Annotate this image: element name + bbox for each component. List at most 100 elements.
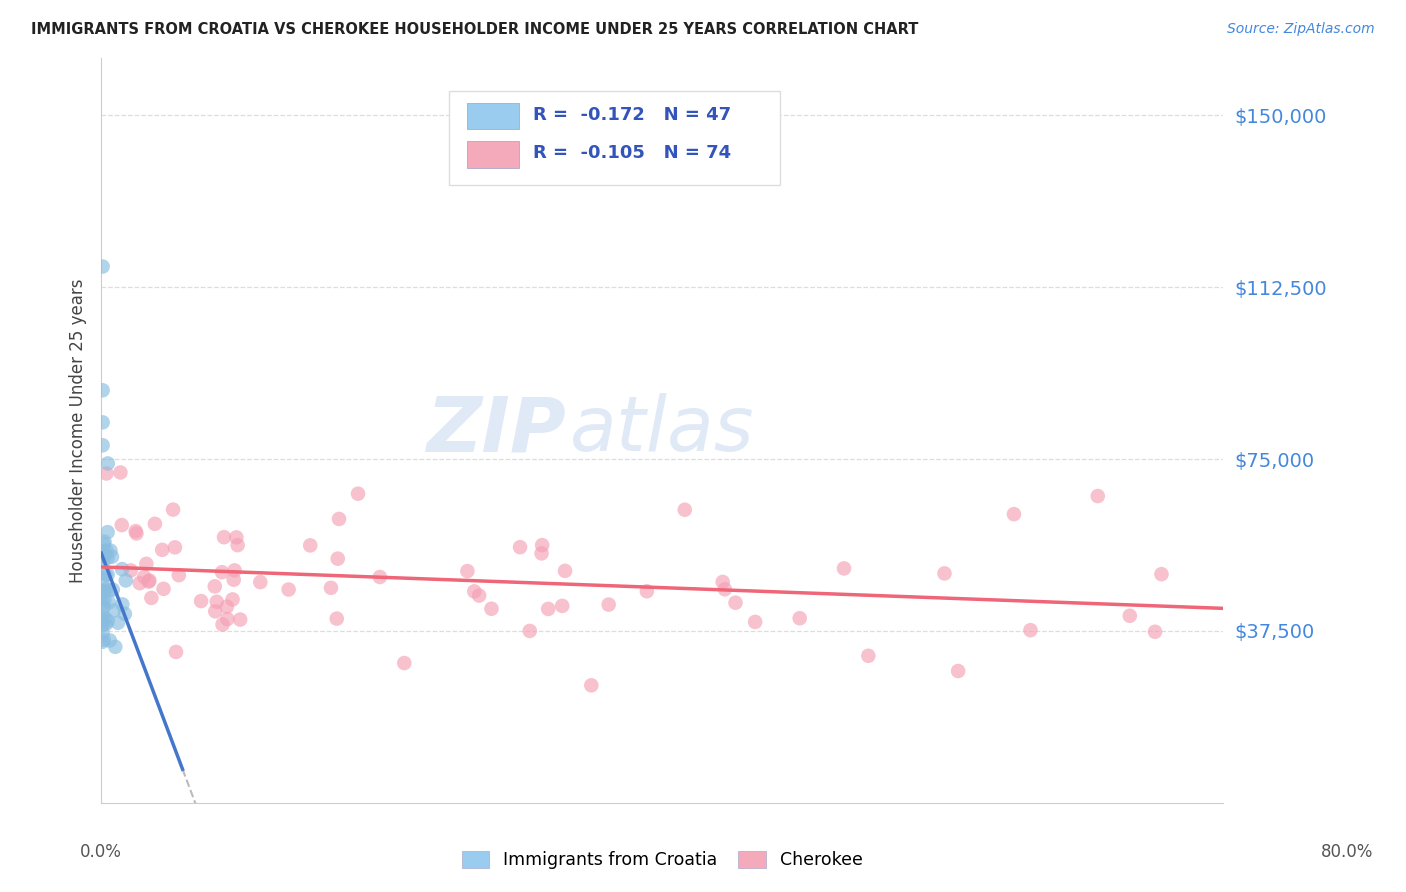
FancyBboxPatch shape	[449, 92, 780, 185]
Text: 0.0%: 0.0%	[80, 843, 122, 861]
Point	[91, 555, 114, 569]
Point	[551, 599, 574, 613]
Point	[226, 538, 249, 552]
Point	[456, 564, 478, 578]
Point	[598, 598, 620, 612]
Point	[98, 633, 121, 648]
Point	[277, 582, 299, 597]
Point	[94, 611, 117, 625]
Text: R =  -0.105   N = 74: R = -0.105 N = 74	[533, 145, 731, 162]
Point	[91, 634, 114, 648]
Point	[96, 550, 118, 565]
Point	[714, 582, 737, 597]
Point	[91, 416, 114, 430]
Point	[94, 548, 117, 562]
Point	[101, 549, 124, 564]
Point	[326, 612, 349, 626]
Point	[111, 518, 134, 533]
Point	[222, 573, 245, 587]
Point	[138, 574, 160, 588]
Text: Source: ZipAtlas.com: Source: ZipAtlas.com	[1227, 22, 1375, 37]
Point	[91, 260, 114, 274]
Point	[97, 525, 120, 540]
Point	[328, 512, 350, 526]
Point	[673, 502, 696, 516]
Point	[1119, 608, 1142, 623]
Point	[111, 562, 134, 576]
Point	[124, 524, 146, 538]
Point	[94, 567, 117, 582]
Point	[141, 591, 163, 605]
Point	[111, 598, 134, 612]
Point	[104, 640, 127, 654]
Point	[217, 612, 239, 626]
Point	[98, 583, 121, 598]
Point	[229, 613, 252, 627]
Text: 80.0%: 80.0%	[1320, 843, 1374, 861]
Point	[163, 541, 186, 555]
Point	[326, 551, 349, 566]
Point	[91, 597, 114, 611]
Text: atlas: atlas	[571, 393, 755, 467]
Point	[110, 466, 132, 480]
Y-axis label: Householder Income Under 25 years: Householder Income Under 25 years	[69, 278, 87, 582]
Point	[93, 600, 115, 615]
Point	[100, 543, 122, 558]
Text: ZIP: ZIP	[427, 393, 567, 467]
Point	[91, 609, 114, 624]
Point	[554, 564, 576, 578]
Point	[789, 611, 811, 625]
Point	[91, 572, 114, 586]
Point	[91, 549, 114, 564]
Point	[530, 546, 553, 560]
Point	[114, 607, 136, 621]
Point	[211, 565, 233, 579]
Point	[1144, 624, 1167, 639]
Point	[91, 626, 114, 640]
Point	[114, 574, 136, 588]
Point	[120, 563, 142, 577]
Point	[212, 530, 235, 544]
Point	[91, 549, 114, 563]
Point	[91, 614, 114, 628]
Point	[1150, 567, 1173, 582]
Point	[224, 563, 246, 577]
Point	[249, 575, 271, 590]
Point	[128, 576, 150, 591]
Point	[1087, 489, 1109, 503]
Point	[167, 568, 190, 582]
Point	[143, 516, 166, 531]
Point	[190, 594, 212, 608]
Point	[368, 570, 391, 584]
Point	[394, 656, 416, 670]
Point	[711, 574, 734, 589]
Point	[134, 570, 156, 584]
Point	[91, 438, 114, 452]
Point	[96, 582, 118, 596]
Point	[97, 457, 120, 471]
Point	[93, 584, 115, 599]
Point	[1019, 624, 1042, 638]
Point	[125, 526, 148, 541]
Point	[97, 595, 120, 609]
Point	[636, 584, 658, 599]
Point	[96, 543, 118, 558]
Point	[319, 581, 342, 595]
Point	[481, 601, 503, 615]
Point	[150, 542, 173, 557]
Point	[211, 617, 233, 632]
Point	[537, 602, 560, 616]
Point	[138, 574, 160, 589]
Point	[165, 645, 187, 659]
Point	[204, 579, 226, 593]
Text: R =  -0.172   N = 47: R = -0.172 N = 47	[533, 105, 731, 124]
Point	[463, 584, 485, 599]
Point	[204, 604, 226, 618]
Point	[91, 544, 114, 558]
Point	[91, 618, 114, 632]
Point	[103, 604, 125, 618]
Point	[152, 582, 174, 596]
Point	[101, 582, 124, 597]
Point	[162, 502, 184, 516]
Legend: Immigrants from Croatia, Cherokee: Immigrants from Croatia, Cherokee	[454, 844, 870, 876]
